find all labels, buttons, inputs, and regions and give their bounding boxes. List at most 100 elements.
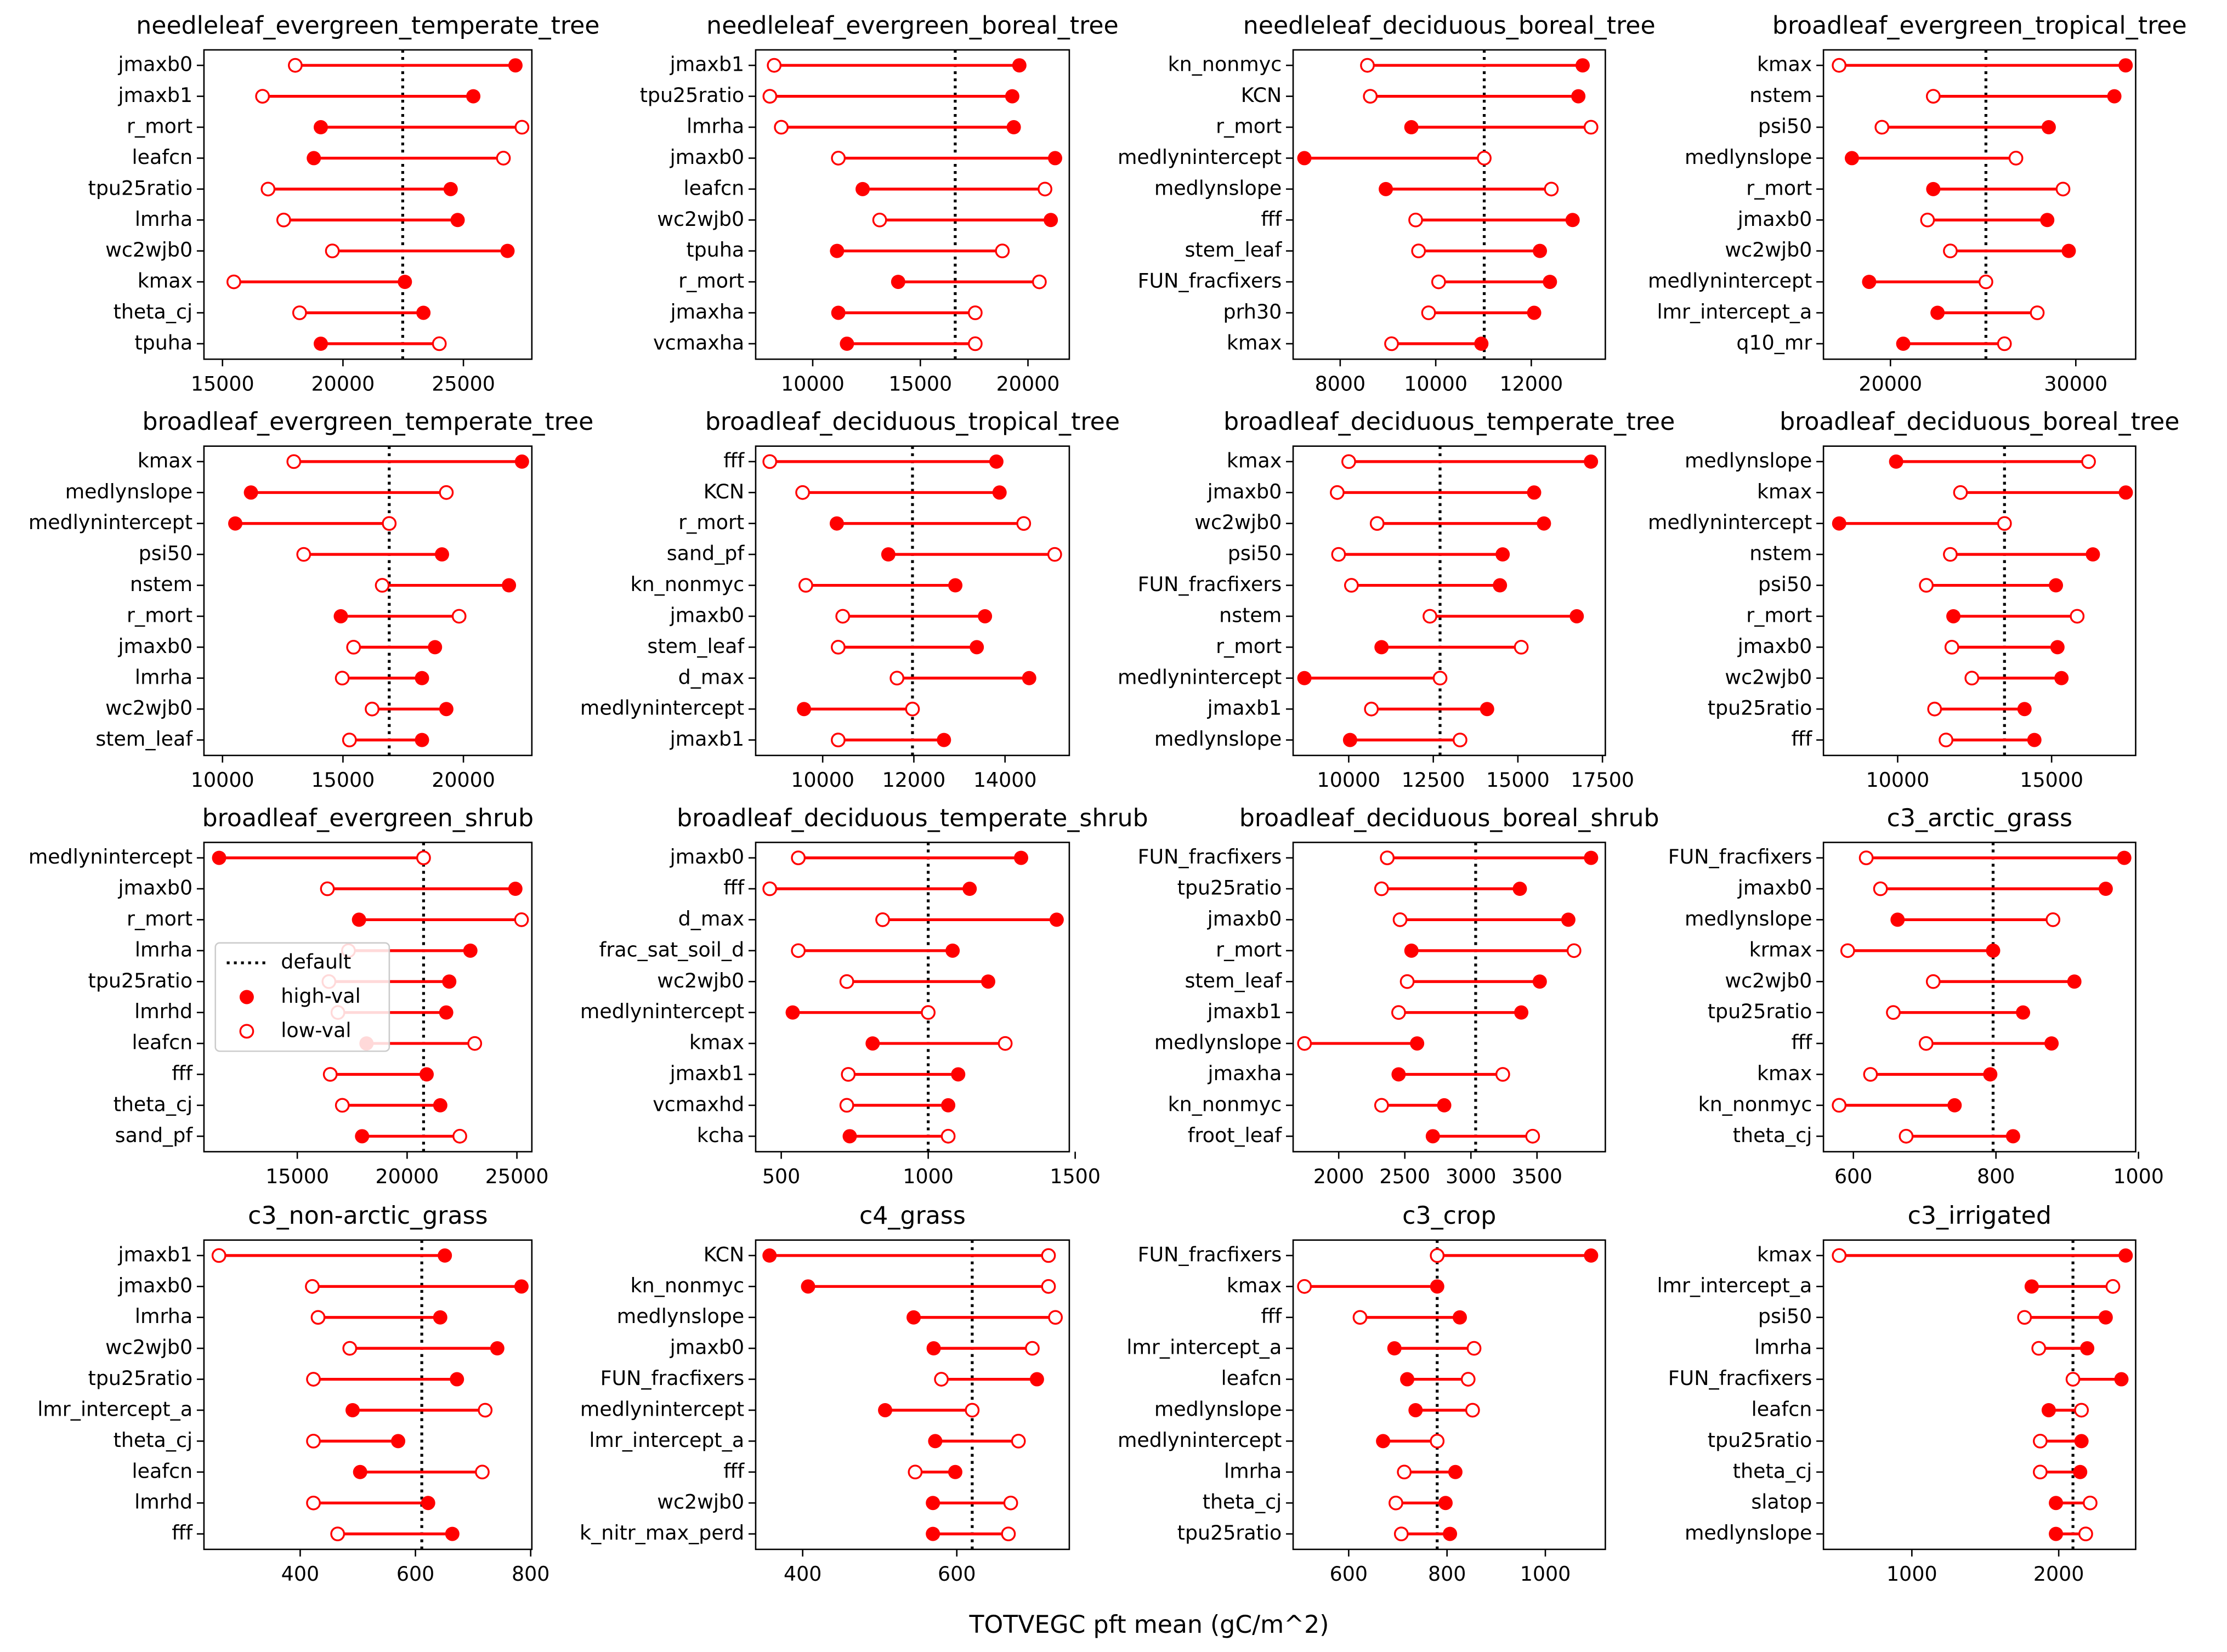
low-dot	[940, 1128, 956, 1144]
x-tick-label: 600	[1330, 1562, 1368, 1586]
low-dot	[921, 1005, 936, 1020]
low-dot	[908, 1464, 923, 1480]
x-tick-label: 800	[1977, 1165, 2015, 1188]
low-dot	[1953, 485, 1968, 500]
y-tick-label: nstem	[1219, 603, 1282, 627]
low-dot	[1423, 609, 1437, 624]
x-tick-label: 20000	[432, 768, 495, 792]
low-dot	[1393, 1526, 1409, 1542]
y-tick-label: psi50	[1758, 115, 1812, 138]
low-dot	[767, 58, 782, 73]
high-dot	[881, 547, 896, 562]
low-dot	[1939, 733, 1953, 747]
y-tick-label: wc2wjb0	[105, 238, 192, 262]
high-dot	[1543, 275, 1557, 289]
high-dot	[1297, 671, 1312, 685]
y-tick-label: FUN_fracfixers	[1138, 845, 1282, 868]
y-tick-label: theta_cj	[114, 300, 193, 323]
low-dot	[2017, 1310, 2032, 1325]
y-tick-label: lmrhd	[134, 1490, 192, 1514]
low-dot	[1374, 881, 1389, 896]
low-dot	[1038, 181, 1052, 197]
low-dot	[967, 305, 983, 320]
high-dot	[978, 609, 993, 623]
low-dot	[791, 943, 806, 958]
high-dot	[421, 1496, 435, 1511]
high-dot	[502, 578, 517, 593]
low-dot	[1927, 701, 1942, 717]
y-tick-label: stem_leaf	[1185, 969, 1282, 992]
high-dot	[948, 1464, 962, 1479]
y-tick-label: jmaxb0	[1207, 907, 1282, 930]
y-tick-label: medlynslope	[65, 480, 192, 503]
y-tick-label: jmaxb1	[118, 83, 193, 107]
low-dot	[451, 609, 467, 624]
low-dot	[1453, 733, 1467, 747]
y-tick-label: d_max	[678, 907, 745, 930]
high-dot	[1832, 516, 1846, 531]
low-dot	[1583, 120, 1599, 135]
x-tick-label: 15000	[191, 372, 254, 395]
low-dot	[375, 578, 390, 593]
x-tick-label: 800	[1428, 1562, 1466, 1586]
x-tick-label: 15000	[2020, 768, 2083, 792]
low-dot	[467, 1036, 483, 1051]
low-dot	[965, 1403, 980, 1418]
high-dot	[2050, 640, 2065, 655]
axes-frame	[1292, 1239, 1606, 1551]
y-tick-label: slatop	[1751, 1490, 1812, 1514]
high-dot	[1425, 1129, 1440, 1144]
high-dot	[333, 609, 348, 623]
y-tick-label: medlynslope	[617, 1304, 744, 1328]
y-tick-label: lmrha	[135, 665, 192, 689]
high-dot	[928, 1434, 943, 1449]
y-tick-label: r_mort	[1746, 603, 1812, 627]
y-tick-label: r_mort	[127, 603, 192, 627]
high-dot	[865, 1036, 880, 1051]
axes-frame	[1822, 842, 2137, 1153]
high-dot	[438, 1248, 452, 1263]
low-dot	[1041, 1248, 1056, 1263]
low-dot	[305, 1279, 320, 1294]
low-dot	[1397, 1464, 1412, 1480]
high-dot	[1448, 1464, 1463, 1479]
x-tick-label: 1000	[1520, 1562, 1571, 1586]
high-dot	[762, 1248, 777, 1263]
low-dot	[967, 336, 983, 351]
high-dot	[1438, 1496, 1453, 1511]
high-dot	[878, 1403, 893, 1417]
low-dot	[346, 639, 361, 655]
subplot-title: c3_crop	[1402, 1202, 1496, 1230]
high-dot	[463, 943, 478, 958]
high-dot	[1014, 850, 1029, 865]
low-dot	[1384, 336, 1399, 351]
y-tick-label: wc2wjb0	[1725, 665, 1812, 689]
high-dot	[830, 243, 845, 258]
axes-frame	[755, 842, 1070, 1153]
y-tick-label: jmaxb0	[1737, 207, 1812, 231]
low-dot	[2074, 1403, 2089, 1418]
y-tick-label: jmaxha	[1208, 1061, 1282, 1085]
low-dot	[2032, 1433, 2048, 1449]
low-dot	[1925, 89, 1941, 104]
high-dot	[2117, 850, 2132, 865]
low-dot	[1344, 578, 1359, 593]
y-tick-label: r_mort	[678, 269, 744, 293]
high-dot	[842, 1129, 857, 1144]
y-tick-label: theta_cj	[1203, 1490, 1282, 1514]
high-dot	[434, 547, 449, 562]
low-dot	[475, 1464, 490, 1480]
high-dot	[1391, 1067, 1406, 1082]
x-tick-label: 3500	[1511, 1165, 1562, 1188]
high-dot	[891, 275, 905, 289]
subplot-title: broadleaf_deciduous_temperate_shrub	[677, 804, 1148, 832]
legend-box	[214, 942, 390, 1052]
high-dot	[1512, 882, 1527, 896]
high-dot	[992, 485, 1007, 500]
legend-default-label: default	[281, 950, 351, 974]
high-dot	[2118, 485, 2133, 500]
high-dot	[1437, 1098, 1452, 1112]
y-tick-label: FUN_fracfixers	[1668, 1366, 1812, 1390]
low-dot	[839, 1098, 854, 1113]
low-dot	[1466, 1341, 1482, 1356]
